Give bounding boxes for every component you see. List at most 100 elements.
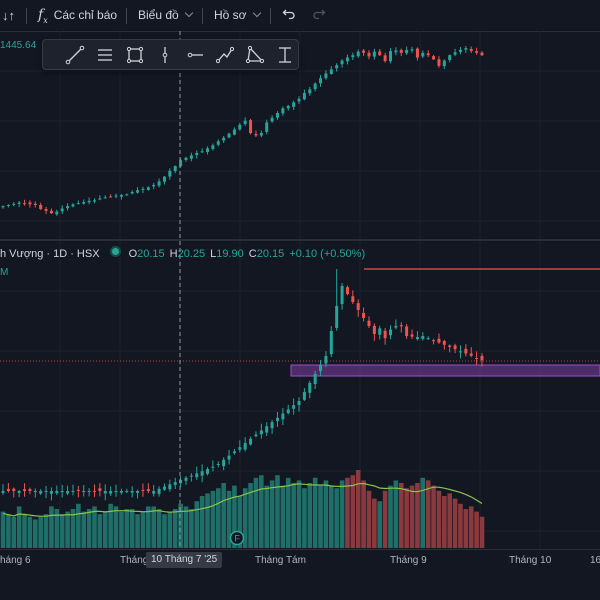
toolbar-divider	[126, 8, 127, 24]
volume-bar	[76, 503, 81, 548]
index-candle	[480, 52, 484, 56]
stock-candle	[66, 491, 70, 494]
volume-bar	[479, 516, 485, 548]
indicators-button[interactable]: fx Các chỉ báo	[38, 0, 117, 31]
stock-candle	[410, 334, 414, 337]
volume-bar	[215, 488, 221, 548]
rectangle-tool[interactable]	[119, 40, 149, 69]
stock-candle	[28, 489, 32, 491]
index-candle	[410, 49, 414, 51]
stock-candle	[44, 491, 48, 493]
redo-button[interactable]	[312, 0, 326, 31]
volume-bar	[27, 516, 33, 548]
index-candle	[378, 51, 382, 56]
stock-candle	[39, 491, 43, 494]
stock-candle	[243, 443, 247, 450]
stock-candle	[475, 357, 479, 359]
volume-bar	[156, 509, 162, 548]
index-candle	[421, 52, 425, 57]
index-candle	[162, 176, 166, 182]
index-candle	[227, 133, 231, 138]
time-label: Tháng 9	[390, 555, 427, 566]
stock-candle	[265, 426, 269, 433]
volume-bar	[102, 511, 108, 548]
earnings-marker[interactable]: F	[229, 530, 245, 546]
symbol-legend[interactable]: h Vượng · 1D · HSX O20.15 H20.25 L19.90 C20.…	[0, 246, 365, 262]
volume-bar	[318, 485, 323, 548]
stock-candle	[206, 469, 210, 474]
volume-bar	[291, 483, 296, 548]
path-tool[interactable]	[209, 40, 239, 69]
horizontal-ray-tool[interactable]	[179, 40, 209, 69]
volume-bar	[474, 511, 479, 548]
volume-bar	[307, 483, 313, 548]
index-candle	[146, 187, 150, 190]
index-candle	[195, 153, 199, 156]
volume-bar	[135, 514, 140, 548]
index-candle	[367, 52, 371, 57]
index-candle	[206, 148, 210, 152]
triangle-tool[interactable]	[239, 40, 269, 69]
redo-icon	[313, 9, 326, 20]
trend-line-tool[interactable]	[59, 40, 89, 69]
parallel-channel-tool[interactable]	[89, 40, 119, 69]
volume-bar	[458, 503, 463, 548]
volume-bar	[382, 490, 388, 548]
stock-candle	[426, 338, 430, 340]
volume-bar	[189, 509, 194, 548]
stock-candle	[6, 488, 10, 491]
volume-bar	[447, 493, 453, 548]
chart-type-button[interactable]: Biểu đồ	[138, 0, 193, 31]
support-zone[interactable]	[290, 364, 600, 377]
volume-bar	[366, 490, 372, 548]
volume-bars	[0, 470, 485, 548]
volume-bar	[32, 519, 38, 548]
index-candle	[17, 202, 21, 204]
profile-button[interactable]: Hồ sơ	[214, 0, 261, 31]
index-candle	[238, 124, 242, 130]
index-candle	[1, 206, 5, 208]
price-range-tool[interactable]	[269, 40, 299, 69]
volume-bar	[468, 506, 474, 548]
volume-bar	[70, 509, 76, 548]
index-candle	[442, 60, 446, 67]
index-candle	[179, 160, 183, 167]
time-axis[interactable]: háng 6 Tháng 10 Tháng 7 '25 Tháng Tám Th…	[0, 549, 600, 570]
volume-bar	[16, 506, 22, 548]
volume-bar	[377, 501, 383, 548]
stock-candle	[286, 409, 290, 414]
horizontal-ray-icon	[187, 52, 203, 58]
stock-candle	[480, 355, 484, 361]
open-key: O	[128, 248, 138, 260]
vertical-line-tool[interactable]	[149, 40, 179, 69]
stock-candle	[162, 486, 166, 490]
stock-candle	[1, 491, 5, 493]
stock-candle	[168, 484, 172, 490]
stock-candle	[49, 491, 53, 494]
stock-candle	[319, 365, 323, 372]
ma-label: M	[0, 267, 9, 278]
volume-bar	[86, 509, 92, 548]
stock-candle	[367, 320, 371, 326]
index-candle	[184, 157, 188, 160]
vertical-line-icon	[162, 47, 168, 63]
undo-button[interactable]	[282, 0, 296, 31]
compare-interval-button[interactable]: ↓↑	[2, 0, 15, 31]
volume-bar	[97, 514, 103, 548]
index-candle	[71, 204, 75, 207]
volume-bar	[248, 483, 253, 548]
volume-bar	[119, 511, 124, 548]
stock-candle	[297, 401, 301, 405]
stock-candle	[222, 459, 226, 467]
stock-candle	[308, 383, 312, 393]
volume-bar	[81, 511, 87, 548]
stock-candle	[60, 491, 64, 492]
volume-bar	[253, 477, 259, 548]
toolbar-divider	[26, 8, 27, 24]
index-candle	[362, 50, 366, 53]
close-value: 20.15	[256, 248, 285, 260]
volume-bar	[43, 514, 49, 548]
volume-bar	[323, 480, 329, 548]
price-chart[interactable]: F	[0, 31, 600, 580]
chevron-down-icon	[184, 8, 193, 18]
